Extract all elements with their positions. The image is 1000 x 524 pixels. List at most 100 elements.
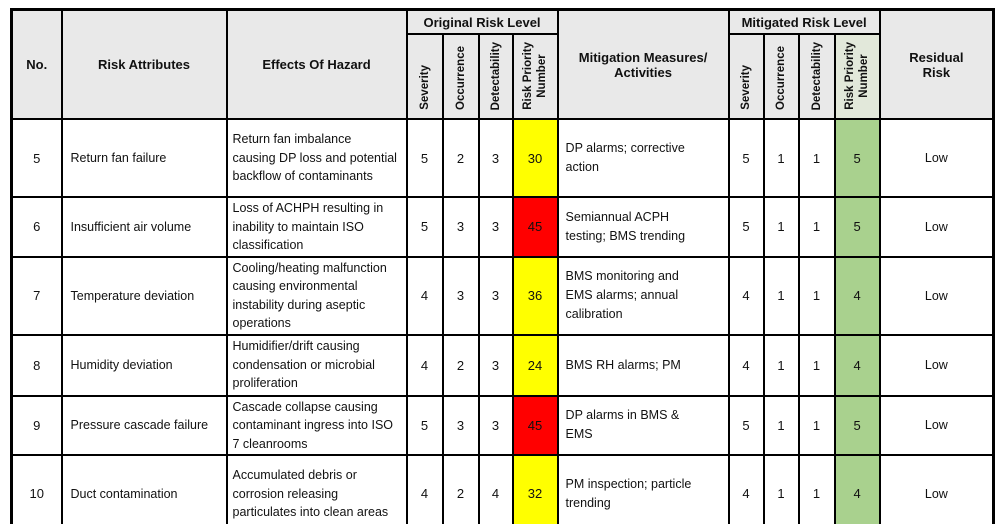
row-number-cell: 8 [10, 333, 63, 397]
mit-occurrence-cell: 1 [762, 333, 800, 397]
header-mit-severity: Severity [727, 33, 765, 120]
header-mitigation-measures: Mitigation Measures/ Activities [556, 8, 730, 120]
mitigation-cell: PM inspection; particle trending [556, 454, 730, 524]
mit-rpn-cell: 5 [833, 394, 881, 456]
header-mitigated-risk-level: Mitigated Risk Level [727, 8, 881, 35]
effect-cell: Loss of ACHPH resulting in inability to … [225, 196, 408, 258]
mitigation-cell: BMS RH alarms; PM [556, 333, 730, 397]
header-mit-detectability: Detectability [797, 33, 836, 120]
detectability-label: Detectability [810, 41, 823, 110]
mit-detectability-cell: 1 [797, 255, 836, 336]
orig-detectability-cell: 3 [477, 196, 514, 258]
mit-rpn-cell: 5 [833, 118, 881, 198]
row-number-cell: 6 [10, 196, 63, 258]
mit-severity-cell: 5 [727, 118, 765, 198]
orig-detectability-cell: 3 [477, 333, 514, 397]
mit-detectability-cell: 1 [797, 118, 836, 198]
orig-rpn-cell: 45 [511, 196, 559, 258]
mitigation-cell: DP alarms in BMS & EMS [556, 394, 730, 456]
orig-occurrence-cell: 3 [441, 255, 480, 336]
mit-rpn-cell: 4 [833, 333, 881, 397]
header-mit-rpn: Risk Priority Number [833, 33, 881, 120]
orig-detectability-cell: 4 [477, 454, 514, 524]
effect-cell: Humidifier/drift causing condensation or… [225, 333, 408, 397]
residual-risk-cell: Low [878, 333, 995, 397]
mit-rpn-cell: 5 [833, 196, 881, 258]
effect-cell: Accumulated debris or corrosion releasin… [225, 454, 408, 524]
mit-occurrence-cell: 1 [762, 196, 800, 258]
orig-occurrence-cell: 2 [441, 118, 480, 198]
mit-detectability-cell: 1 [797, 454, 836, 524]
header-mit-occurrence: Occurrence [762, 33, 800, 120]
orig-occurrence-cell: 3 [441, 196, 480, 258]
table-row: 6 Insufficient air volume Loss of ACHPH … [10, 196, 995, 258]
mit-severity-cell: 5 [727, 196, 765, 258]
residual-risk-cell: Low [878, 454, 995, 524]
header-orig-rpn: Risk Priority Number [511, 33, 559, 120]
orig-detectability-cell: 3 [477, 394, 514, 456]
row-number-cell: 7 [10, 255, 63, 336]
orig-severity-cell: 4 [405, 454, 444, 524]
orig-severity-cell: 5 [405, 394, 444, 456]
occurrence-label: Occurrence [775, 46, 788, 110]
mitigation-cell: Semiannual ACPH testing; BMS trending [556, 196, 730, 258]
detectability-label: Detectability [489, 41, 502, 110]
orig-rpn-cell: 24 [511, 333, 559, 397]
orig-occurrence-cell: 2 [441, 333, 480, 397]
rpn-label: Risk Priority Number [522, 42, 549, 110]
header-original-risk-level: Original Risk Level [405, 8, 559, 35]
row-number-cell: 5 [10, 118, 63, 198]
mitigation-cell: DP alarms; corrective action [556, 118, 730, 198]
severity-label: Severity [740, 65, 753, 110]
mit-severity-cell: 4 [727, 333, 765, 397]
table-row: 7 Temperature deviation Cooling/heating … [10, 255, 995, 336]
table-row: 8 Humidity deviation Humidifier/drift ca… [10, 333, 995, 397]
mitigation-cell: BMS monitoring and EMS alarms; annual ca… [556, 255, 730, 336]
orig-rpn-cell: 36 [511, 255, 559, 336]
header-risk-attributes: Risk Attributes [60, 8, 228, 120]
mit-rpn-cell: 4 [833, 255, 881, 336]
effect-cell: Return fan imbalance causing DP loss and… [225, 118, 408, 198]
mit-occurrence-cell: 1 [762, 454, 800, 524]
orig-rpn-cell: 32 [511, 454, 559, 524]
table-row: 5 Return fan failure Return fan imbalanc… [10, 118, 995, 198]
orig-occurrence-cell: 2 [441, 454, 480, 524]
residual-risk-cell: Low [878, 196, 995, 258]
table-row: 9 Pressure cascade failure Cascade colla… [10, 394, 995, 456]
mit-severity-cell: 4 [727, 454, 765, 524]
rpn-label: Risk Priority Number [844, 42, 871, 110]
table-row: 10 Duct contamination Accumulated debris… [10, 454, 995, 524]
residual-risk-cell: Low [878, 118, 995, 198]
risk-attribute-cell: Humidity deviation [60, 333, 228, 397]
row-number-cell: 9 [10, 394, 63, 456]
orig-occurrence-cell: 3 [441, 394, 480, 456]
effect-cell: Cascade collapse causing contaminant ing… [225, 394, 408, 456]
mit-occurrence-cell: 1 [762, 255, 800, 336]
header-no: No. [10, 8, 63, 120]
orig-detectability-cell: 3 [477, 255, 514, 336]
mit-detectability-cell: 1 [797, 196, 836, 258]
effect-cell: Cooling/heating malfunction causing envi… [225, 255, 408, 336]
mit-severity-cell: 4 [727, 255, 765, 336]
residual-risk-cell: Low [878, 255, 995, 336]
header-orig-occurrence: Occurrence [441, 33, 480, 120]
risk-attribute-cell: Temperature deviation [60, 255, 228, 336]
header-residual-risk: Residual Risk [878, 8, 995, 120]
risk-attribute-cell: Return fan failure [60, 118, 228, 198]
mit-rpn-cell: 4 [833, 454, 881, 524]
header-orig-detectability: Detectability [477, 33, 514, 120]
mit-detectability-cell: 1 [797, 394, 836, 456]
orig-rpn-cell: 30 [511, 118, 559, 198]
mit-occurrence-cell: 1 [762, 394, 800, 456]
risk-attribute-cell: Insufficient air volume [60, 196, 228, 258]
orig-severity-cell: 5 [405, 196, 444, 258]
orig-rpn-cell: 45 [511, 394, 559, 456]
header-effects-of-hazard: Effects Of Hazard [225, 8, 408, 120]
orig-severity-cell: 4 [405, 333, 444, 397]
mit-detectability-cell: 1 [797, 333, 836, 397]
mit-severity-cell: 5 [727, 394, 765, 456]
risk-attribute-cell: Duct contamination [60, 454, 228, 524]
header-orig-severity: Severity [405, 33, 444, 120]
risk-attribute-cell: Pressure cascade failure [60, 394, 228, 456]
orig-severity-cell: 5 [405, 118, 444, 198]
